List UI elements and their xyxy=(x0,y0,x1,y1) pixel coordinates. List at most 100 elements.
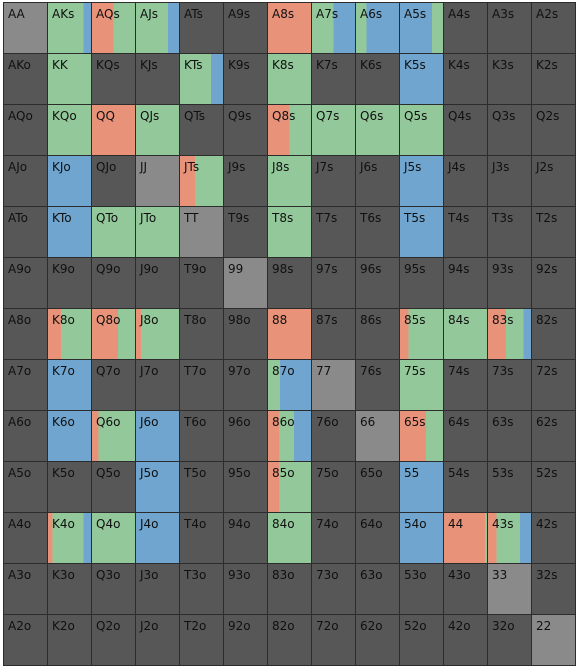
hand-cell-kts[interactable]: KTs xyxy=(180,54,224,105)
hand-cell-52s[interactable]: 52s xyxy=(532,462,576,513)
hand-cell-t8s[interactable]: T8s xyxy=(268,207,312,258)
hand-cell-76s[interactable]: 76s xyxy=(356,360,400,411)
hand-cell-63o[interactable]: 63o xyxy=(356,564,400,615)
hand-cell-a6s[interactable]: A6s xyxy=(356,3,400,54)
hand-cell-kk[interactable]: KK xyxy=(48,54,92,105)
hand-cell-q4o[interactable]: Q4o xyxy=(92,513,136,564)
hand-cell-74s[interactable]: 74s xyxy=(444,360,488,411)
hand-cell-k2o[interactable]: K2o xyxy=(48,615,92,666)
hand-cell-j2s[interactable]: J2s xyxy=(532,156,576,207)
hand-cell-k4s[interactable]: K4s xyxy=(444,54,488,105)
hand-cell-k9s[interactable]: K9s xyxy=(224,54,268,105)
hand-cell-q5s[interactable]: Q5s xyxy=(400,105,444,156)
hand-cell-t6o[interactable]: T6o xyxy=(180,411,224,462)
hand-cell-qq[interactable]: QQ xyxy=(92,105,136,156)
hand-cell-kqs[interactable]: KQs xyxy=(92,54,136,105)
hand-cell-33[interactable]: 33 xyxy=(488,564,532,615)
hand-cell-75s[interactable]: 75s xyxy=(400,360,444,411)
hand-cell-a4s[interactable]: A4s xyxy=(444,3,488,54)
hand-cell-j3s[interactable]: J3s xyxy=(488,156,532,207)
hand-cell-42o[interactable]: 42o xyxy=(444,615,488,666)
hand-cell-kqo[interactable]: KQo xyxy=(48,105,92,156)
hand-cell-k7o[interactable]: K7o xyxy=(48,360,92,411)
hand-cell-97o[interactable]: 97o xyxy=(224,360,268,411)
hand-cell-j3o[interactable]: J3o xyxy=(136,564,180,615)
hand-cell-t9o[interactable]: T9o xyxy=(180,258,224,309)
hand-cell-62o[interactable]: 62o xyxy=(356,615,400,666)
hand-cell-j6o[interactable]: J6o xyxy=(136,411,180,462)
hand-cell-j7s[interactable]: J7s xyxy=(312,156,356,207)
hand-cell-72s[interactable]: 72s xyxy=(532,360,576,411)
hand-cell-qjs[interactable]: QJs xyxy=(136,105,180,156)
hand-cell-k2s[interactable]: K2s xyxy=(532,54,576,105)
hand-cell-j2o[interactable]: J2o xyxy=(136,615,180,666)
hand-cell-j8o[interactable]: J8o xyxy=(136,309,180,360)
hand-cell-j9s[interactable]: J9s xyxy=(224,156,268,207)
hand-cell-kjo[interactable]: KJo xyxy=(48,156,92,207)
hand-cell-j4s[interactable]: J4s xyxy=(444,156,488,207)
hand-cell-j5s[interactable]: J5s xyxy=(400,156,444,207)
hand-cell-a5s[interactable]: A5s xyxy=(400,3,444,54)
hand-cell-q8s[interactable]: Q8s xyxy=(268,105,312,156)
hand-cell-tt[interactable]: TT xyxy=(180,207,224,258)
hand-cell-t7o[interactable]: T7o xyxy=(180,360,224,411)
hand-cell-93s[interactable]: 93s xyxy=(488,258,532,309)
hand-cell-87o[interactable]: 87o xyxy=(268,360,312,411)
hand-cell-t4o[interactable]: T4o xyxy=(180,513,224,564)
hand-cell-k5o[interactable]: K5o xyxy=(48,462,92,513)
hand-cell-j9o[interactable]: J9o xyxy=(136,258,180,309)
hand-cell-q3s[interactable]: Q3s xyxy=(488,105,532,156)
hand-cell-q2o[interactable]: Q2o xyxy=(92,615,136,666)
hand-cell-54s[interactable]: 54s xyxy=(444,462,488,513)
hand-cell-62s[interactable]: 62s xyxy=(532,411,576,462)
hand-cell-k5s[interactable]: K5s xyxy=(400,54,444,105)
hand-cell-q3o[interactable]: Q3o xyxy=(92,564,136,615)
hand-cell-ajo[interactable]: AJo xyxy=(4,156,48,207)
hand-cell-ats[interactable]: ATs xyxy=(180,3,224,54)
hand-cell-q9s[interactable]: Q9s xyxy=(224,105,268,156)
hand-cell-42s[interactable]: 42s xyxy=(532,513,576,564)
hand-cell-97s[interactable]: 97s xyxy=(312,258,356,309)
hand-cell-65s[interactable]: 65s xyxy=(400,411,444,462)
hand-cell-aqo[interactable]: AQo xyxy=(4,105,48,156)
hand-cell-ajs[interactable]: AJs xyxy=(136,3,180,54)
hand-cell-a9o[interactable]: A9o xyxy=(4,258,48,309)
hand-cell-82o[interactable]: 82o xyxy=(268,615,312,666)
hand-cell-a5o[interactable]: A5o xyxy=(4,462,48,513)
hand-cell-kto[interactable]: KTo xyxy=(48,207,92,258)
hand-cell-t5o[interactable]: T5o xyxy=(180,462,224,513)
hand-cell-a3s[interactable]: A3s xyxy=(488,3,532,54)
hand-cell-a9s[interactable]: A9s xyxy=(224,3,268,54)
hand-cell-aa[interactable]: AA xyxy=(4,3,48,54)
hand-cell-j7o[interactable]: J7o xyxy=(136,360,180,411)
hand-cell-a8s[interactable]: A8s xyxy=(268,3,312,54)
hand-cell-53o[interactable]: 53o xyxy=(400,564,444,615)
hand-cell-65o[interactable]: 65o xyxy=(356,462,400,513)
hand-cell-jts[interactable]: JTs xyxy=(180,156,224,207)
hand-cell-95s[interactable]: 95s xyxy=(400,258,444,309)
hand-cell-92s[interactable]: 92s xyxy=(532,258,576,309)
hand-cell-k8o[interactable]: K8o xyxy=(48,309,92,360)
hand-cell-66[interactable]: 66 xyxy=(356,411,400,462)
hand-cell-q6o[interactable]: Q6o xyxy=(92,411,136,462)
hand-cell-54o[interactable]: 54o xyxy=(400,513,444,564)
hand-cell-k8s[interactable]: K8s xyxy=(268,54,312,105)
hand-cell-32o[interactable]: 32o xyxy=(488,615,532,666)
hand-cell-64o[interactable]: 64o xyxy=(356,513,400,564)
hand-cell-q9o[interactable]: Q9o xyxy=(92,258,136,309)
hand-cell-k3o[interactable]: K3o xyxy=(48,564,92,615)
hand-cell-qts[interactable]: QTs xyxy=(180,105,224,156)
hand-cell-95o[interactable]: 95o xyxy=(224,462,268,513)
hand-cell-44[interactable]: 44 xyxy=(444,513,488,564)
hand-cell-t3s[interactable]: T3s xyxy=(488,207,532,258)
hand-cell-87s[interactable]: 87s xyxy=(312,309,356,360)
hand-cell-a6o[interactable]: A6o xyxy=(4,411,48,462)
hand-cell-86o[interactable]: 86o xyxy=(268,411,312,462)
hand-cell-j4o[interactable]: J4o xyxy=(136,513,180,564)
hand-cell-63s[interactable]: 63s xyxy=(488,411,532,462)
hand-cell-qto[interactable]: QTo xyxy=(92,207,136,258)
hand-cell-92o[interactable]: 92o xyxy=(224,615,268,666)
hand-cell-t3o[interactable]: T3o xyxy=(180,564,224,615)
hand-cell-t7s[interactable]: T7s xyxy=(312,207,356,258)
hand-cell-t4s[interactable]: T4s xyxy=(444,207,488,258)
